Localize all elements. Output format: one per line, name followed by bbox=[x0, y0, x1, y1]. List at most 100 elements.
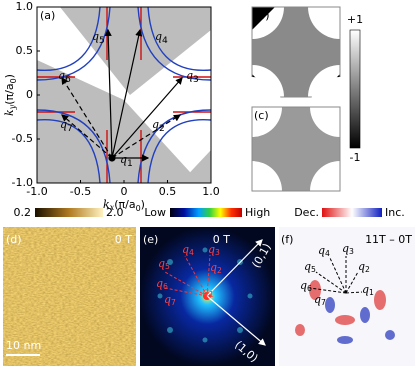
colorbar-label: -1 bbox=[350, 151, 361, 164]
q-label: q6 bbox=[156, 277, 168, 291]
x-tick-label: 0 bbox=[121, 185, 128, 198]
subscript: 3 bbox=[193, 75, 199, 85]
subscript: 2 bbox=[365, 265, 370, 274]
q-label: q6 bbox=[300, 279, 312, 293]
x-tick-label: 1.0 bbox=[202, 185, 220, 198]
q-label: q3 bbox=[342, 242, 354, 256]
y-tick-label: -1.0 bbox=[12, 176, 33, 189]
symbol: q bbox=[158, 257, 165, 270]
unit-sub: 0 bbox=[136, 204, 141, 213]
q-vectors bbox=[61, 28, 183, 162]
symbol: q bbox=[155, 30, 162, 43]
x-tick-label: 0.5 bbox=[159, 185, 177, 198]
q-label: q7 bbox=[314, 293, 326, 307]
subscript: 6 bbox=[163, 282, 168, 291]
k-sub: y bbox=[8, 104, 17, 110]
symbol: q bbox=[318, 244, 325, 257]
k: k bbox=[103, 198, 110, 211]
subscript: 4 bbox=[325, 249, 330, 258]
subscript: 4 bbox=[162, 36, 168, 46]
q-label: q5 bbox=[92, 30, 105, 46]
symbol: q bbox=[182, 243, 189, 256]
panel-f bbox=[279, 227, 415, 366]
subscript: 3 bbox=[349, 247, 354, 256]
panel-label: (b) bbox=[254, 9, 270, 22]
q-label: q2 bbox=[210, 261, 222, 275]
q-label: q2 bbox=[152, 118, 165, 134]
subscript: 2 bbox=[217, 266, 222, 275]
q-label: q1 bbox=[362, 283, 374, 297]
panel-label: (f) bbox=[281, 233, 293, 246]
scale-bar-label: 10 nm bbox=[6, 339, 41, 352]
colorbar-label: 2.0 bbox=[106, 206, 124, 219]
panel-d bbox=[3, 227, 136, 366]
q-label: q7 bbox=[60, 118, 73, 134]
symbol: q bbox=[164, 293, 171, 306]
q-label: q3 bbox=[186, 69, 199, 85]
colorbar bbox=[170, 208, 242, 217]
colorbar-label: High bbox=[245, 206, 270, 219]
q-label: q1 bbox=[120, 153, 133, 169]
field-label: 0 T bbox=[115, 233, 132, 246]
y-tick-label: -0.5 bbox=[12, 132, 33, 145]
colorbar bbox=[35, 208, 103, 217]
field-label: 11T – 0T bbox=[365, 233, 412, 246]
subscript: 6 bbox=[307, 284, 312, 293]
symbol: q bbox=[120, 153, 127, 166]
subscript: 7 bbox=[67, 124, 73, 134]
q-label: q5 bbox=[158, 257, 170, 271]
symbol: q bbox=[152, 118, 159, 131]
y-tick-label: 1.0 bbox=[16, 0, 34, 13]
x-axis-label: kx(π/a0) bbox=[103, 198, 145, 213]
x-tick-label: -1.0 bbox=[26, 185, 47, 198]
subscript: 7 bbox=[321, 298, 326, 307]
red-lines bbox=[37, 7, 211, 183]
colorbar-label: 0.2 bbox=[14, 206, 32, 219]
k-sub: x bbox=[110, 203, 115, 212]
colorbar-label: Low bbox=[144, 206, 166, 219]
colorbar bbox=[322, 208, 382, 217]
symbol: q bbox=[60, 118, 67, 131]
symbol: q bbox=[156, 277, 163, 290]
panel-a bbox=[36, 6, 212, 184]
q-label: q3 bbox=[208, 243, 220, 257]
symbol: q bbox=[208, 243, 215, 256]
panel-label: (d) bbox=[6, 233, 22, 246]
subscript: 1 bbox=[127, 159, 133, 169]
q-label: q4 bbox=[155, 30, 168, 46]
symbol: q bbox=[362, 283, 369, 296]
unit-close: ) bbox=[141, 198, 145, 211]
subscript: 7 bbox=[171, 298, 176, 307]
gray-region bbox=[37, 60, 200, 183]
subscript: 5 bbox=[311, 265, 316, 274]
unit-sub: 0 bbox=[9, 78, 18, 83]
symbol: q bbox=[300, 279, 307, 292]
q-label: q7 bbox=[164, 293, 176, 307]
symbol: q bbox=[314, 293, 321, 306]
unit: (π/a bbox=[3, 83, 16, 104]
y-axis-label: ky(π/a0) bbox=[3, 74, 18, 116]
symbol: q bbox=[186, 69, 193, 82]
subscript: 4 bbox=[189, 248, 194, 257]
q-label: q4 bbox=[182, 243, 194, 257]
x-tick-label: -0.5 bbox=[70, 185, 91, 198]
q-label: q5 bbox=[304, 260, 316, 274]
q-label: q2 bbox=[358, 260, 370, 274]
subscript: 2 bbox=[159, 124, 165, 134]
subscript: 6 bbox=[65, 75, 71, 85]
panel-e bbox=[140, 227, 275, 366]
panel-label: (a) bbox=[40, 9, 55, 22]
q-label: q1 bbox=[202, 285, 214, 299]
unit-close: ) bbox=[3, 74, 16, 78]
fermi-contours bbox=[36, 6, 212, 184]
subscript: 5 bbox=[165, 262, 170, 271]
gray-region bbox=[180, 150, 211, 183]
colorbar-label: Inc. bbox=[385, 206, 405, 219]
panel-label: (e) bbox=[143, 233, 158, 246]
symbol: q bbox=[202, 285, 209, 298]
colorbar bbox=[349, 29, 361, 149]
symbol: q bbox=[210, 261, 217, 274]
q-label: q6 bbox=[58, 69, 71, 85]
symbol: q bbox=[358, 260, 365, 273]
symbol: q bbox=[58, 69, 65, 82]
